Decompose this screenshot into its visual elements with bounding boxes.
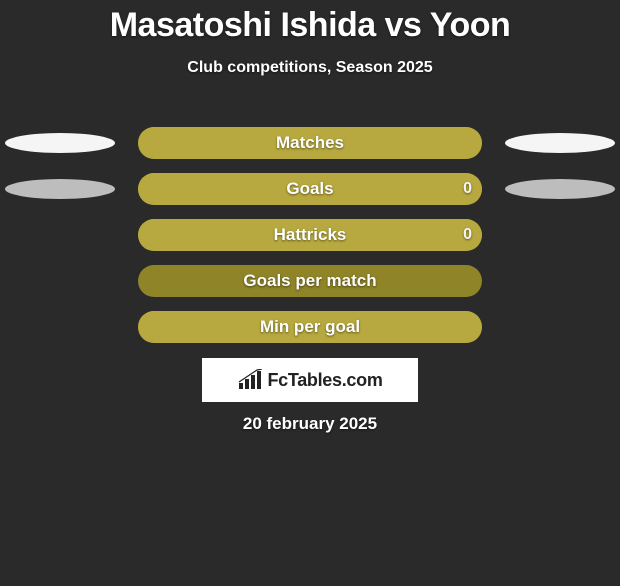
comparison-row: Min per goal — [0, 310, 620, 356]
logo-box: FcTables.com — [202, 358, 418, 402]
bar-value-right: 0 — [463, 173, 472, 205]
bar: Min per goal — [138, 311, 482, 343]
bar: Goals0 — [138, 173, 482, 205]
bar: Matches — [138, 127, 482, 159]
bar-fill-left — [138, 311, 482, 343]
logo-text: FcTables.com — [267, 370, 382, 391]
comparison-rows: Matches Goals0 Hattricks0 Goals per match Mi… — [0, 126, 620, 356]
bar-value-right: 0 — [463, 219, 472, 251]
chart-icon — [237, 369, 263, 391]
bar-bg — [138, 265, 482, 297]
comparison-row: Hattricks0 — [0, 218, 620, 264]
left-ellipse — [5, 133, 115, 153]
page-subtitle: Club competitions, Season 2025 — [0, 59, 620, 77]
date-line: 20 february 2025 — [0, 414, 620, 434]
bar-fill-left — [138, 127, 482, 159]
bar-fill-left — [138, 173, 482, 205]
left-ellipse — [5, 179, 115, 199]
bar: Hattricks0 — [138, 219, 482, 251]
right-ellipse — [505, 133, 615, 153]
page-title: Masatoshi Ishida vs Yoon — [0, 6, 620, 45]
comparison-row: Goals per match — [0, 264, 620, 310]
comparison-row: Matches — [0, 126, 620, 172]
bar: Goals per match — [138, 265, 482, 297]
right-ellipse — [505, 179, 615, 199]
comparison-row: Goals0 — [0, 172, 620, 218]
bar-fill-left — [138, 219, 482, 251]
